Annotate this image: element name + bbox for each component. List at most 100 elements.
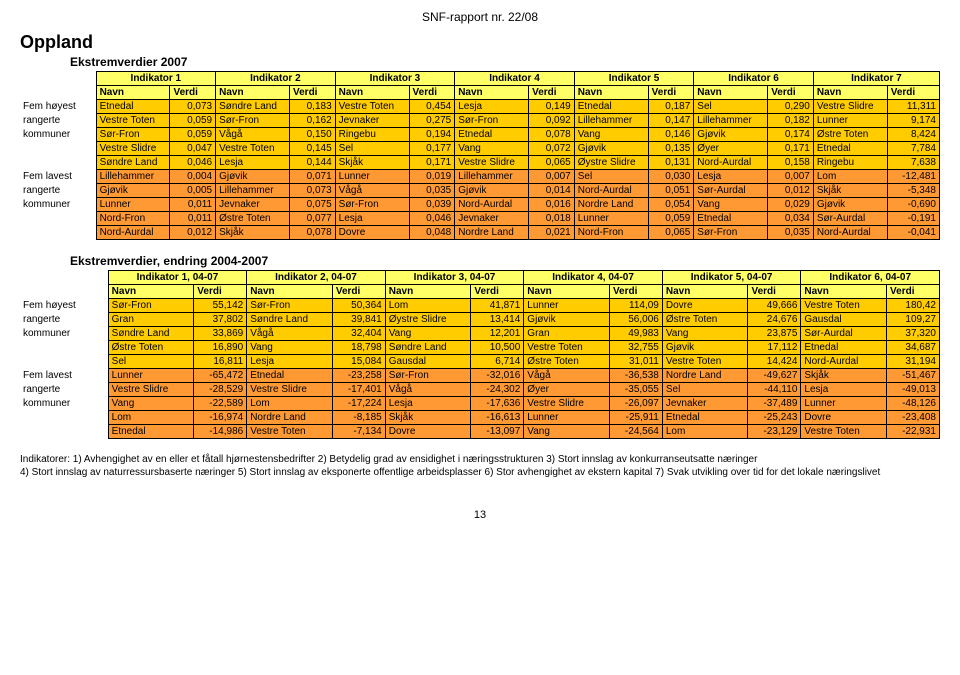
cell-name: Østre Toten bbox=[524, 355, 610, 369]
cell-value: -49,627 bbox=[748, 369, 801, 383]
footnote-line1: Indikatorer: 1) Avhengighet av en eller … bbox=[20, 454, 757, 465]
cell-name: Sel bbox=[662, 383, 748, 397]
group-label bbox=[20, 341, 108, 355]
cell-value: 0,011 bbox=[170, 212, 216, 226]
cell-value: -22,589 bbox=[194, 397, 247, 411]
cell-name: Sør-Aurdal bbox=[801, 327, 887, 341]
cell-value: 18,798 bbox=[332, 341, 385, 355]
cell-name: Gran bbox=[108, 313, 194, 327]
cell-value: 0,275 bbox=[409, 114, 455, 128]
col-name: Navn bbox=[216, 86, 290, 100]
col-name: Navn bbox=[455, 86, 529, 100]
cell-name: Lillehammer bbox=[216, 184, 290, 198]
cell-value: -17,401 bbox=[332, 383, 385, 397]
cell-value: 0,004 bbox=[170, 170, 216, 184]
cell-value: 0,007 bbox=[768, 170, 814, 184]
cell-name: Lesja bbox=[455, 100, 529, 114]
cell-value: 0,059 bbox=[648, 212, 694, 226]
cell-value: -17,224 bbox=[332, 397, 385, 411]
cell-value: 0,029 bbox=[768, 198, 814, 212]
cell-value: 0,021 bbox=[529, 226, 575, 240]
group-label: Fem lavest bbox=[20, 369, 108, 383]
col-name: Navn bbox=[96, 86, 170, 100]
cell-value: 0,162 bbox=[290, 114, 336, 128]
col-name: Navn bbox=[524, 285, 610, 299]
table2-subtitle: Ekstremverdier, endring 2004-2007 bbox=[70, 254, 940, 268]
footnote: Indikatorer: 1) Avhengighet av en eller … bbox=[20, 453, 940, 479]
cell-name: Lom bbox=[662, 425, 748, 439]
cell-name: Lesja bbox=[335, 212, 409, 226]
cell-name: Nordre Land bbox=[574, 198, 648, 212]
cell-value: 49,983 bbox=[609, 327, 662, 341]
cell-name: Dovre bbox=[801, 411, 887, 425]
cell-value: 11,311 bbox=[887, 100, 939, 114]
col-value: Verdi bbox=[471, 285, 524, 299]
cell-value: 0,177 bbox=[409, 142, 455, 156]
table-row: kommunerSør-Fron0,059Vågå0,150Ringebu0,1… bbox=[20, 128, 940, 142]
cell-value: 0,183 bbox=[290, 100, 336, 114]
cell-name: Gjøvik bbox=[694, 128, 768, 142]
cell-value: 37,802 bbox=[194, 313, 247, 327]
cell-value: 0,035 bbox=[409, 184, 455, 198]
cell-value: 0,071 bbox=[290, 170, 336, 184]
cell-name: Vestre Toten bbox=[96, 114, 170, 128]
cell-name: Skjåk bbox=[813, 184, 887, 198]
cell-name: Gjøvik bbox=[524, 313, 610, 327]
table-ekstremverdier-2007: Indikator 1Indikator 2Indikator 3Indikat… bbox=[20, 71, 940, 240]
cell-name: Vestre Slidre bbox=[96, 142, 170, 156]
cell-value: -32,016 bbox=[471, 369, 524, 383]
cell-name: Lesja bbox=[694, 170, 768, 184]
cell-name: Jevnaker bbox=[335, 114, 409, 128]
group-label: Fem høyest bbox=[20, 299, 108, 313]
indicator-header: Indikator 4 bbox=[455, 72, 575, 86]
cell-name: Vågå bbox=[335, 184, 409, 198]
cell-value: -51,467 bbox=[887, 369, 940, 383]
indicator-header: Indikator 1 bbox=[96, 72, 216, 86]
cell-value: -49,013 bbox=[887, 383, 940, 397]
cell-value: -7,134 bbox=[332, 425, 385, 439]
cell-value: 0,171 bbox=[409, 156, 455, 170]
cell-name: Vestre Toten bbox=[801, 425, 887, 439]
group-label bbox=[20, 142, 96, 156]
cell-name: Lunner bbox=[524, 411, 610, 425]
cell-name: Etnedal bbox=[801, 341, 887, 355]
cell-name: Sør-Fron bbox=[335, 198, 409, 212]
table-row: kommunerVang-22,589Lom-17,224Lesja-17,63… bbox=[20, 397, 940, 411]
cell-name: Skjåk bbox=[801, 369, 887, 383]
cell-name: Lom bbox=[247, 397, 333, 411]
cell-value: 0,014 bbox=[529, 184, 575, 198]
cell-value: 0,039 bbox=[409, 198, 455, 212]
cell-name: Jevnaker bbox=[455, 212, 529, 226]
cell-value: 15,084 bbox=[332, 355, 385, 369]
cell-value: 49,666 bbox=[748, 299, 801, 313]
cell-value: 0,072 bbox=[529, 142, 575, 156]
cell-name: Nord-Aurdal bbox=[813, 226, 887, 240]
cell-name: Sør-Fron bbox=[455, 114, 529, 128]
group-label bbox=[20, 156, 96, 170]
cell-name: Øystre Slidre bbox=[385, 313, 471, 327]
cell-name: Dovre bbox=[662, 299, 748, 313]
col-value: Verdi bbox=[290, 86, 336, 100]
cell-name: Vang bbox=[385, 327, 471, 341]
group-label: rangerte bbox=[20, 313, 108, 327]
cell-value: 0,016 bbox=[529, 198, 575, 212]
cell-name: Lesja bbox=[385, 397, 471, 411]
cell-name: Sel bbox=[574, 170, 648, 184]
cell-name: Vågå bbox=[524, 369, 610, 383]
cell-value: 0,146 bbox=[648, 128, 694, 142]
group-label: kommuner bbox=[20, 128, 96, 142]
cell-value: 0,182 bbox=[768, 114, 814, 128]
cell-name: Vang bbox=[108, 397, 194, 411]
cell-value: 0,145 bbox=[290, 142, 336, 156]
cell-name: Vang bbox=[455, 142, 529, 156]
cell-name: Nord-Fron bbox=[96, 212, 170, 226]
indicator-header: Indikator 6, 04-07 bbox=[801, 271, 940, 285]
cell-name: Vang bbox=[574, 128, 648, 142]
group-label: rangerte bbox=[20, 114, 96, 128]
cell-value: -36,538 bbox=[609, 369, 662, 383]
region-title: Oppland bbox=[20, 32, 940, 53]
col-value: Verdi bbox=[194, 285, 247, 299]
indicator-header: Indikator 5, 04-07 bbox=[662, 271, 801, 285]
indicator-header: Indikator 5 bbox=[574, 72, 694, 86]
cell-name: Gjøvik bbox=[216, 170, 290, 184]
